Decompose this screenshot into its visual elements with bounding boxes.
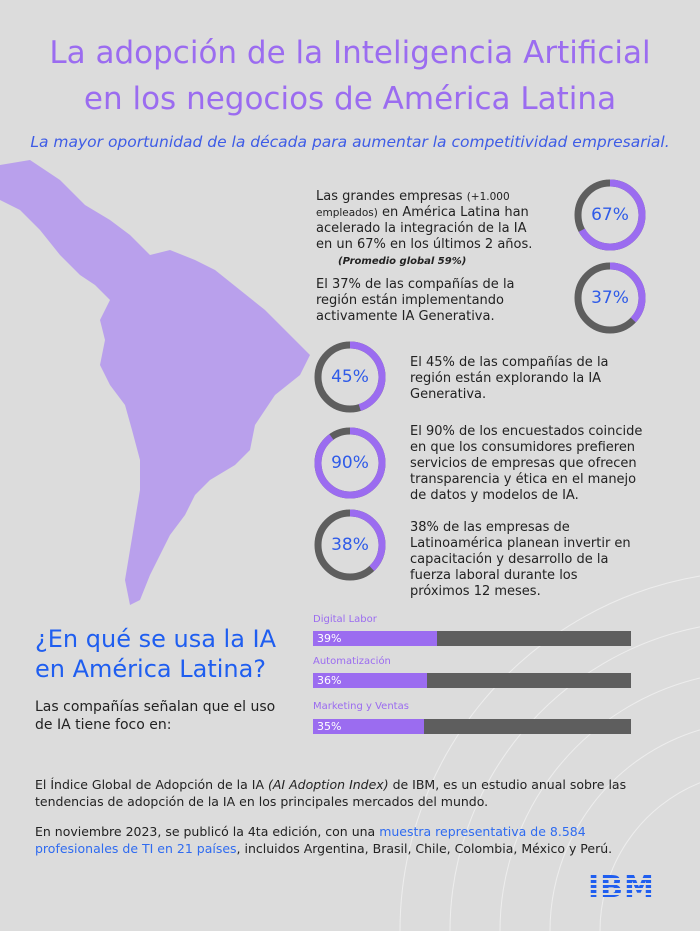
decorative-arc <box>499 677 700 931</box>
stat-text-1: Las grandes empresas (+1.000 empleados) … <box>316 189 546 270</box>
footer-text: de IBM, es un estudio anual sobre las te… <box>35 777 627 809</box>
bar-value: 39% <box>317 632 342 645</box>
footer-emphasis: (AI Adoption Index) <box>268 777 389 792</box>
bar-digital-labor: 39% <box>313 631 631 646</box>
donut-chart-2: 37% <box>574 262 646 334</box>
footer-text: En noviembre 2023, se publicó la 4ta edi… <box>35 824 380 839</box>
donut-value: 38% <box>331 535 369 555</box>
footer-paragraph-2: En noviembre 2023, se publicó la 4ta edi… <box>35 823 665 857</box>
stat-1-small: (+1.000 empleados) <box>316 191 510 219</box>
stat-text-4: El 90% de los encuestados coincide en qu… <box>410 424 643 503</box>
decorative-arc <box>549 729 700 931</box>
usage-heading: ¿En qué se usa la IA en América Latina? <box>35 624 276 684</box>
title-line-2: en los negocios de América Latina <box>83 81 617 117</box>
bar-value: 35% <box>317 720 342 733</box>
sample-link[interactable]: muestra representativa de 8.584 profesio… <box>35 824 586 856</box>
donut-value: 90% <box>331 453 369 473</box>
bar-marketing: 35% <box>313 719 631 734</box>
stat-text-5: 38% de las empresas de Latinoamérica pla… <box>410 520 631 599</box>
donut-arc <box>314 427 386 499</box>
ibm-logo-text: IBM <box>588 870 655 905</box>
footer-text: , incluidos Argentina, Brasil, Chile, Co… <box>236 841 613 856</box>
decorative-arc <box>449 626 700 931</box>
decorative-arc <box>599 782 700 931</box>
usage-heading-line-2: en América Latina? <box>35 655 267 683</box>
usage-heading-line-1: ¿En qué se usa la IA <box>35 625 277 653</box>
title-line-1: La adopción de la Inteligencia Artificia… <box>49 35 651 71</box>
stat-text-2: El 37% de las compañías de la región est… <box>316 277 515 324</box>
bar-value: 36% <box>317 674 342 687</box>
page-title: La adopción de la Inteligencia Artificia… <box>0 30 700 122</box>
usage-description: Las compañías señalan que el uso de IA t… <box>35 699 276 733</box>
ibm-logo: IBM <box>588 870 655 905</box>
donut-arc <box>574 179 646 251</box>
donut-arc <box>574 262 646 334</box>
bar-fill <box>313 719 425 734</box>
bar-label-automatizacion: Automatización <box>313 656 391 667</box>
bar-label-digital-labor: Digital Labor <box>313 614 377 625</box>
footer-text: El Índice Global de Adopción de la IA <box>35 777 268 792</box>
footer-paragraph-1: El Índice Global de Adopción de la IA (A… <box>35 776 665 810</box>
stat-1-text-b: en América Latina han acelerado la integ… <box>316 205 533 252</box>
donut-arc <box>314 341 386 413</box>
bar-automatizacion: 36% <box>313 673 631 688</box>
stat-1-text: Las grandes empresas <box>316 189 467 204</box>
bar-label-marketing: Marketing y Ventas <box>313 701 409 712</box>
bar-fill <box>313 631 438 646</box>
donut-chart-5: 38% <box>314 509 386 581</box>
donut-chart-3: 45% <box>314 341 386 413</box>
south-america-map <box>0 160 310 605</box>
donut-value: 37% <box>591 288 629 308</box>
stat-text-3: El 45% de las compañías de la región est… <box>410 355 609 402</box>
donut-chart-4: 90% <box>314 427 386 499</box>
bar-fill <box>313 673 428 688</box>
donut-value: 45% <box>331 367 369 387</box>
decorative-arc <box>399 575 700 931</box>
stat-1-note: (Promedio global 59%) <box>338 256 467 267</box>
subtitle: La mayor oportunidad de la década para a… <box>30 133 670 151</box>
donut-chart-1: 67% <box>574 179 646 251</box>
donut-value: 67% <box>591 205 629 225</box>
donut-arc <box>314 509 386 581</box>
